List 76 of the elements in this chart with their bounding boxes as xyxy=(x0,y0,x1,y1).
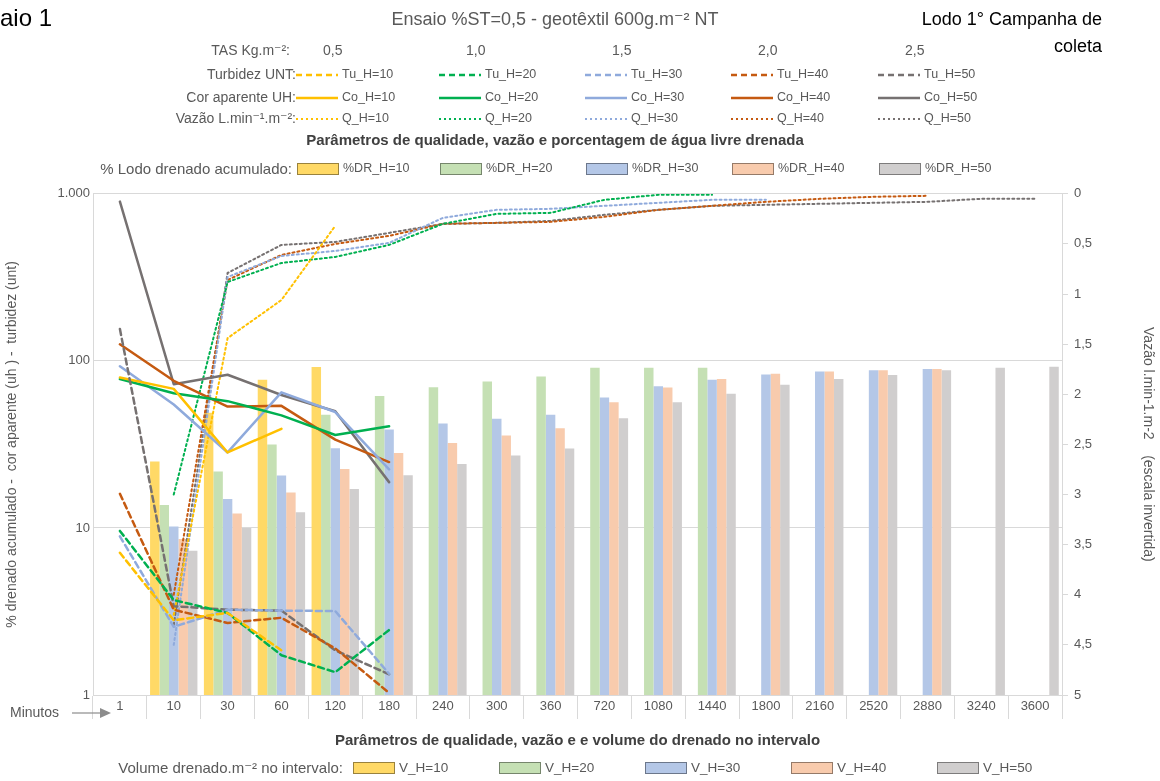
legend-label: Q_H=30 xyxy=(631,111,678,125)
y-tick-label: 100 xyxy=(68,352,90,368)
y2-tick-label: 4,5 xyxy=(1074,636,1093,652)
x-tick-label: 1800 xyxy=(751,698,781,714)
x-tick-label: 2880 xyxy=(912,698,942,714)
x-tick-label: 3240 xyxy=(966,698,996,714)
legend-label: Q_H=20 xyxy=(485,111,532,125)
x-tick-label: 360 xyxy=(539,698,562,714)
x-tick-label: 2160 xyxy=(805,698,835,714)
legend-label: Tu_H=10 xyxy=(342,67,394,81)
legend-label: Tu_H=40 xyxy=(777,67,829,81)
legend-label: Co_H=10 xyxy=(342,90,396,104)
legend-label: Co_H=30 xyxy=(631,90,685,104)
text: % Lodo drenado acumulado: xyxy=(100,160,292,177)
x-tick-label: 1 xyxy=(116,698,124,714)
legend-label: Q_H=50 xyxy=(924,111,971,125)
legend-label: Q_H=40 xyxy=(777,111,824,125)
y2-axis-title: Vazão l.min-1.m-2 (escala invertida) xyxy=(1140,327,1157,562)
y-tick-label: 1.000 xyxy=(57,185,90,201)
x-tick-label: 3600 xyxy=(1020,698,1050,714)
legend-label: Tu_H=50 xyxy=(924,67,976,81)
x-tick-label: 2520 xyxy=(859,698,889,714)
y2-tick-label: 0 xyxy=(1074,185,1082,201)
legend-label: %DR_H=50 xyxy=(925,161,992,175)
legend-label: Co_H=40 xyxy=(777,90,831,104)
x-tick-label: 120 xyxy=(324,698,347,714)
y2-tick-label: 2 xyxy=(1074,385,1082,401)
text: V_H=50 xyxy=(983,760,1033,775)
y2-tick-label: 2,5 xyxy=(1074,435,1093,451)
legend-label: Tu_H=20 xyxy=(485,67,537,81)
y2-tick-label: 4 xyxy=(1074,586,1082,602)
x-axis-title: Parâmetros de qualidade, vazão e e volume do drenado no intervalo xyxy=(334,731,821,749)
text: Cor aparente UH: xyxy=(186,89,296,105)
line-series xyxy=(118,492,391,695)
text: Minutos xyxy=(10,704,60,720)
x-tick-label: 240 xyxy=(432,698,454,714)
text: 2,0 xyxy=(758,42,778,58)
legend-label: Q_H=10 xyxy=(342,111,389,125)
text: aio 1 xyxy=(0,4,53,32)
legend-label: Co_H=50 xyxy=(924,90,978,104)
x-tick-label: 180 xyxy=(378,698,400,714)
legend-label: %DR_H=40 xyxy=(778,161,845,175)
y-axis-title: % drenado acumulado - cor aparente (uh ) - turbidez (unt) xyxy=(3,261,20,628)
text: 1,5 xyxy=(612,42,632,58)
text: TAS Kg.m⁻²: xyxy=(211,42,290,58)
text: V_H=40 xyxy=(837,760,887,775)
y2-tick-label: 0,5 xyxy=(1074,235,1093,251)
y2-tick-label: 5 xyxy=(1074,686,1082,702)
legend-label: %DR_H=30 xyxy=(632,161,699,175)
x-tick-label: 720 xyxy=(593,698,616,714)
text: 0,5 xyxy=(323,42,343,58)
y2-tick-label: 3 xyxy=(1074,486,1082,502)
text: Turbidez UNT: xyxy=(207,66,296,82)
x-tick-label: 10 xyxy=(166,698,181,714)
text: V_H=20 xyxy=(545,760,595,775)
x-tick-label: 1440 xyxy=(697,698,727,714)
x-tick-label: 60 xyxy=(274,698,289,714)
legend-label: Co_H=20 xyxy=(485,90,539,104)
chart-title: Ensaio %ST=0,5 - geotêxtil 600g.m⁻² NT xyxy=(391,9,719,29)
text: Volume drenado.m⁻² no intervalo: xyxy=(118,759,343,777)
y2-tick-label: 1 xyxy=(1074,285,1082,301)
text: Parâmetros de qualidade, vazão e porcentagem de água livre drenada xyxy=(305,131,805,148)
y2-tick-label: 3,5 xyxy=(1074,536,1093,552)
y2-tick-label: 1,5 xyxy=(1074,335,1093,351)
legend-label: Tu_H=30 xyxy=(631,67,683,81)
x-tick-label: 300 xyxy=(485,698,508,714)
text: 1,0 xyxy=(466,42,486,58)
y-tick-label: 10 xyxy=(75,519,90,535)
text: V_H=30 xyxy=(691,760,741,775)
text: Vazão L.min⁻¹.m⁻²: xyxy=(175,110,296,126)
text: V_H=10 xyxy=(399,760,449,775)
legend-label: %DR_H=10 xyxy=(343,161,410,175)
legend-label: %DR_H=20 xyxy=(486,161,553,175)
x-tick-label: 1080 xyxy=(643,698,673,714)
x-tick-label: 30 xyxy=(220,698,235,714)
y-tick-label: 1 xyxy=(82,686,90,702)
